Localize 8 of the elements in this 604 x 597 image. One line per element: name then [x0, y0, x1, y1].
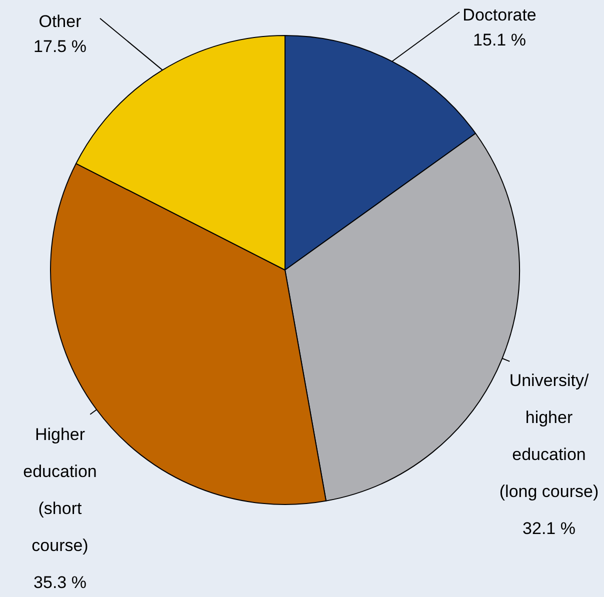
slice-label: Other — [38, 12, 82, 32]
slice-label: University/ higher education (long course) — [499, 371, 599, 502]
data-label: 15.1 % — [473, 30, 526, 50]
data-label: 32.1 % — [522, 519, 576, 538]
data-label: 35.3 % — [34, 572, 86, 592]
data-label: 17.5 % — [34, 37, 86, 56]
slice-label: Doctorate — [462, 6, 536, 25]
slice-label: Higher education (short course) — [23, 424, 97, 555]
